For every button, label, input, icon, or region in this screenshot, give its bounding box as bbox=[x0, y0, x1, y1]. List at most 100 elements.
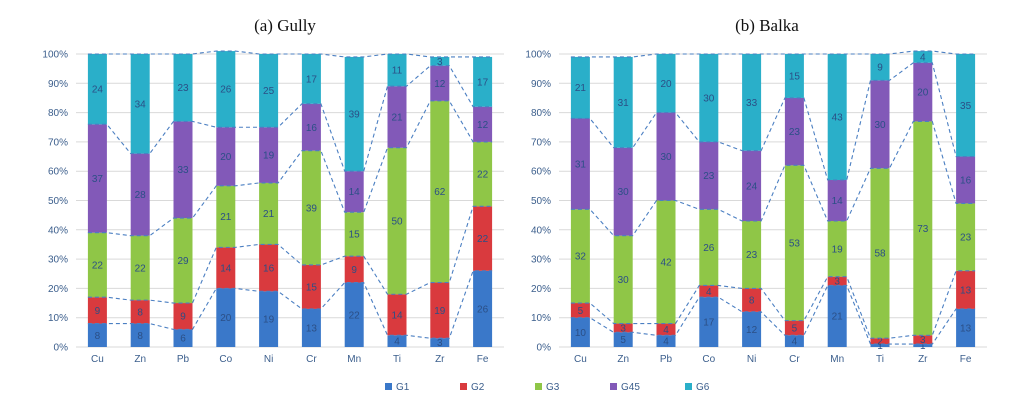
bar-segment-g3-co bbox=[216, 185, 236, 248]
y-tick-label: 10% bbox=[531, 313, 551, 324]
bar-segment-g6-cr bbox=[301, 54, 321, 104]
bar-segment-g2-mn bbox=[827, 276, 847, 286]
x-category-label: Ni bbox=[747, 354, 756, 365]
data-label: 5 bbox=[578, 306, 584, 317]
bar-segment-g2-pb bbox=[173, 303, 193, 330]
y-tick-label: 100% bbox=[525, 50, 551, 61]
x-category-label: Cr bbox=[789, 354, 800, 365]
x-category-label: Cu bbox=[574, 354, 587, 365]
series-connector-line bbox=[87, 100, 493, 237]
y-tick-label: 0% bbox=[537, 343, 552, 354]
bar-segment-g2-cu bbox=[87, 297, 107, 324]
data-label: 6 bbox=[180, 334, 186, 345]
data-label: 73 bbox=[917, 224, 929, 235]
data-label: 30 bbox=[703, 93, 715, 104]
data-label: 20 bbox=[220, 313, 232, 324]
bar-segment-g2-zr bbox=[913, 335, 933, 345]
bar-segment-g45-ti bbox=[870, 80, 890, 169]
x-category-label: Ni bbox=[264, 354, 273, 365]
data-label: 17 bbox=[477, 77, 489, 88]
data-label: 20 bbox=[917, 88, 929, 99]
series-connector-line bbox=[570, 284, 976, 345]
legend-swatch-g1 bbox=[385, 383, 392, 390]
data-label: 4 bbox=[663, 337, 669, 348]
bar-segment-g6-zn bbox=[130, 54, 150, 154]
data-label: 31 bbox=[575, 159, 587, 170]
series-connector-line bbox=[87, 270, 493, 339]
bar-segment-g6-pb bbox=[173, 54, 193, 122]
data-label: 20 bbox=[220, 152, 232, 163]
data-label: 9 bbox=[877, 63, 883, 74]
bar-segment-g6-fe bbox=[473, 56, 493, 107]
data-label: 3 bbox=[834, 277, 840, 288]
data-label: 14 bbox=[391, 310, 403, 321]
bar-segment-g6-cr bbox=[784, 54, 804, 98]
bar-segment-g3-zr bbox=[430, 100, 450, 283]
data-label: 33 bbox=[746, 98, 758, 109]
chart-panel-1: (a) Gully 0% 10% 20% 30% 40% 50% 60% 70% 80% 90% 10… bbox=[42, 16, 504, 365]
bar-segment-g45-ti bbox=[387, 86, 407, 148]
data-label: 15 bbox=[306, 282, 318, 293]
data-label: 1 bbox=[920, 341, 926, 352]
bar-segment-g3-co bbox=[699, 209, 719, 286]
data-label: 13 bbox=[960, 285, 972, 296]
bar-segment-g45-co bbox=[699, 141, 719, 210]
bar-segment-g45-co bbox=[216, 127, 236, 186]
bar-segment-g1-ti bbox=[387, 335, 407, 347]
bar-segment-g1-zr bbox=[430, 338, 450, 347]
x-category-label: Cr bbox=[306, 354, 317, 365]
data-label: 12 bbox=[746, 325, 758, 336]
bar-segment-g2-zn bbox=[613, 323, 633, 333]
bar-segment-g45-mn bbox=[344, 171, 364, 213]
data-label: 4 bbox=[706, 287, 712, 298]
data-label: 50 bbox=[391, 217, 403, 228]
data-label: 30 bbox=[618, 187, 630, 198]
data-label: 23 bbox=[703, 171, 715, 182]
y-tick-label: 10% bbox=[48, 313, 68, 324]
x-category-label: Cu bbox=[91, 354, 104, 365]
y-tick-label: 30% bbox=[531, 255, 551, 266]
x-category-label: Mn bbox=[830, 354, 844, 365]
bar-segment-g45-cr bbox=[301, 103, 321, 151]
legend-swatch-g45 bbox=[610, 383, 617, 390]
y-tick-label: 40% bbox=[48, 225, 68, 236]
data-label: 12 bbox=[477, 120, 489, 131]
y-tick-label: 70% bbox=[531, 137, 551, 148]
data-label: 14 bbox=[220, 263, 232, 274]
data-label: 16 bbox=[306, 123, 318, 134]
bar-segment-g6-cu bbox=[87, 54, 107, 125]
bar-segment-g2-cr bbox=[784, 320, 804, 336]
data-label: 22 bbox=[135, 263, 147, 274]
x-category-label: Ti bbox=[393, 354, 401, 365]
bar-segment-g2-co bbox=[216, 247, 236, 289]
data-label: 4 bbox=[663, 325, 669, 336]
bar-segment-g45-pb bbox=[173, 121, 193, 219]
bar-segment-g2-cu bbox=[570, 303, 590, 318]
x-category-label: Pb bbox=[177, 354, 190, 365]
bar-segment-g1-cu bbox=[87, 323, 107, 347]
bar-segment-g2-pb bbox=[656, 323, 676, 336]
y-tick-label: 90% bbox=[531, 79, 551, 90]
y-tick-label: 50% bbox=[531, 196, 551, 207]
bar-segment-g1-co bbox=[216, 288, 236, 347]
data-label: 30 bbox=[660, 152, 672, 163]
data-label: 4 bbox=[792, 337, 798, 348]
data-label: 3 bbox=[437, 338, 443, 349]
data-label: 42 bbox=[660, 258, 672, 269]
chart-panel-2: (b) Balka 0% 10% 20% 30% 40% 50% 60% 70% 80% 90% 10… bbox=[525, 16, 987, 365]
data-label: 30 bbox=[874, 120, 886, 131]
data-label: 20 bbox=[660, 79, 672, 90]
x-category-label: Mn bbox=[347, 354, 361, 365]
bar-segment-g6-ni bbox=[259, 54, 279, 128]
data-label: 19 bbox=[434, 306, 446, 317]
data-label: 39 bbox=[349, 110, 361, 121]
legend-label-g3: G3 bbox=[546, 382, 560, 393]
x-category-label: Fe bbox=[960, 354, 972, 365]
y-tick-label: 60% bbox=[531, 167, 551, 178]
bar-segment-g45-zr bbox=[430, 65, 450, 101]
data-label: 11 bbox=[392, 66, 403, 77]
bar-segment-g45-ni bbox=[742, 150, 762, 222]
bar-segment-g3-pb bbox=[656, 200, 676, 324]
bar-segment-g2-ti bbox=[870, 338, 890, 345]
data-label: 30 bbox=[618, 275, 630, 286]
